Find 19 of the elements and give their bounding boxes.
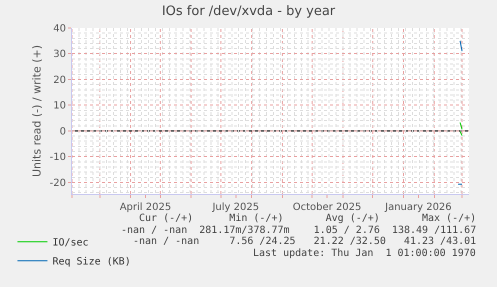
y-tick-label: 40 [53, 24, 66, 34]
legend-label: IO/sec [52, 238, 89, 249]
text: Last update: Thu Jan 1 01:00:00 1970 [253, 248, 476, 259]
x-tick-label: April 2025 [120, 202, 172, 213]
x-tick-label: July 2025 [211, 202, 260, 213]
y-tick-label: 20 [53, 74, 66, 86]
y-tick-label: -10 [50, 152, 66, 164]
x-tick-label: October 2025 [292, 202, 362, 213]
text: -nan / -nan 281.17m/378.77m 1.05 / 2.76 138.49 /111.67 [121, 225, 476, 236]
y-tick-label: 30 [53, 49, 66, 60]
y-tick-label: 10 [53, 100, 66, 112]
text: Cur (-/+) Min (-/+) Avg (-/+) Max (-/+) [139, 213, 476, 224]
text: -nan / -nan 7.56 /24.25 21.22 /32.50 41.23 /43.01 [133, 236, 476, 247]
legend-label: Req Size (KB) [52, 256, 131, 268]
chart-title: IOs for /dev/xvda - by year [162, 4, 336, 20]
y-tick-label: 0 [60, 126, 66, 138]
x-tick-label: January 2026 [384, 202, 452, 213]
y-tick-label: -20 [50, 178, 66, 189]
y-axis-title: Units read (-) / write (+) [30, 44, 44, 178]
